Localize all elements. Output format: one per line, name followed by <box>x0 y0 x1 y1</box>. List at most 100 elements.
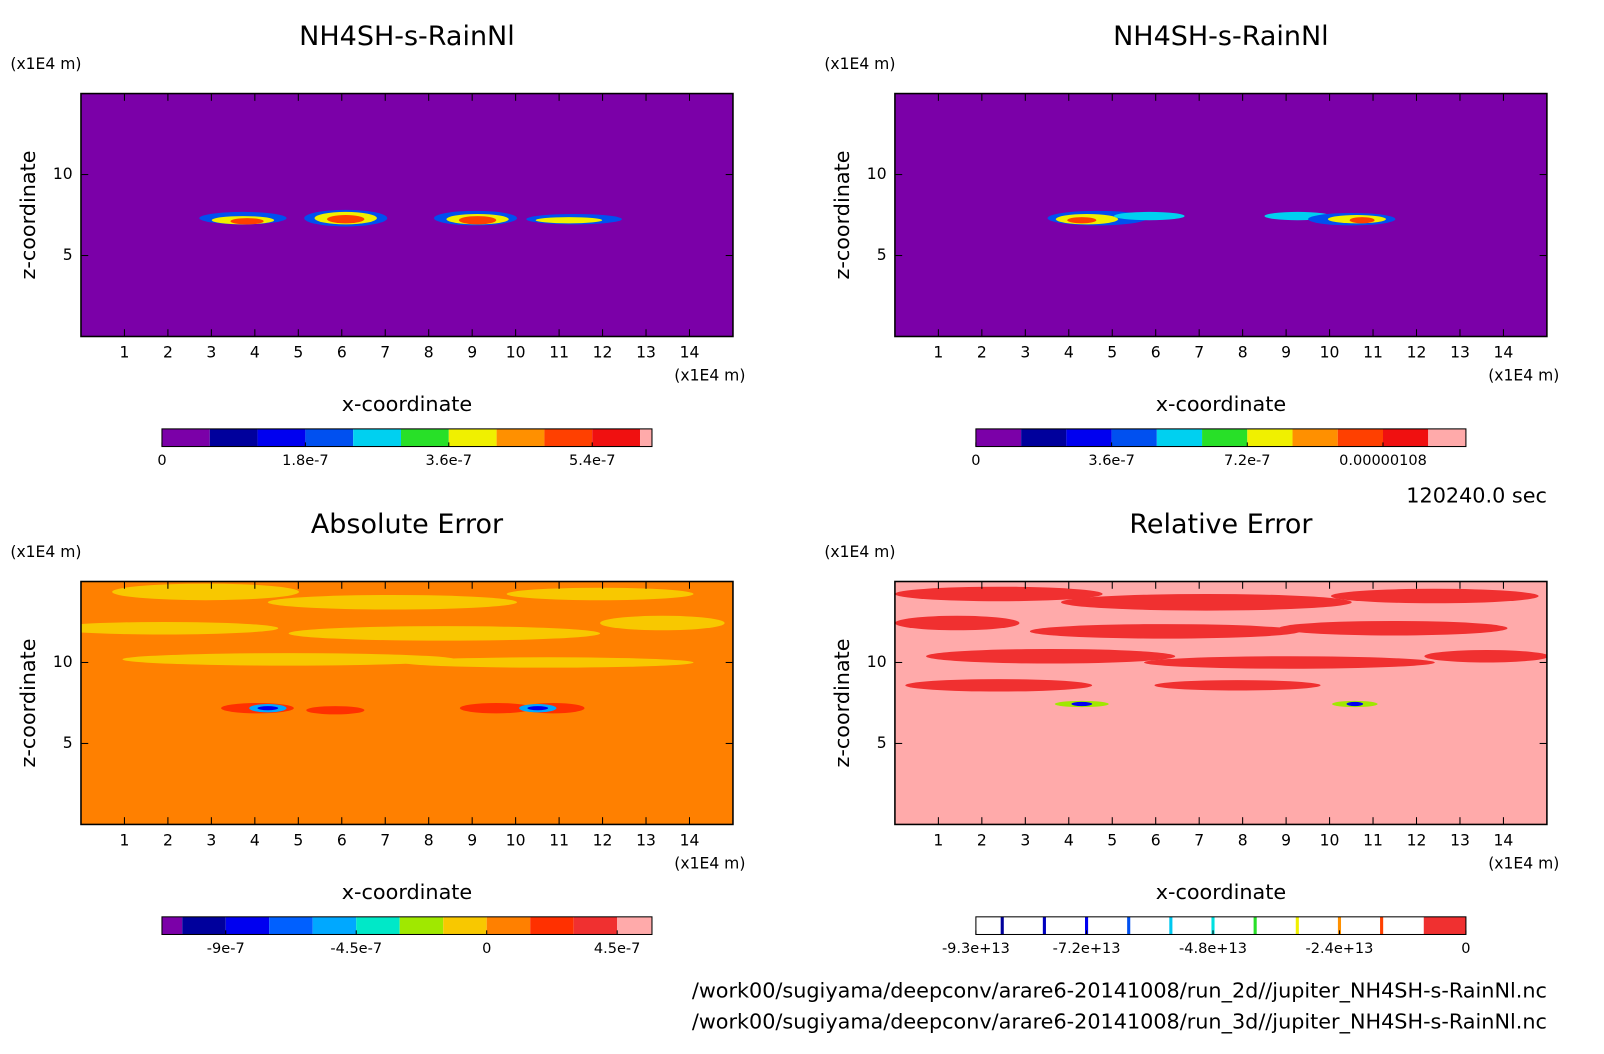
contour-region <box>1279 620 1508 636</box>
colorbar-band <box>1170 916 1214 935</box>
chart-title: Absolute Error <box>311 509 504 540</box>
file-path: /work00/sugiyama/deepconv/arare6-2014100… <box>692 979 1547 1004</box>
colorbar-band <box>1021 428 1067 447</box>
contour-region <box>905 679 1093 692</box>
y-tick-label: 5 <box>63 246 73 264</box>
x-tick-label: 11 <box>549 832 569 850</box>
colorbar-band <box>1066 428 1112 447</box>
x-tick-label: 8 <box>1238 344 1248 362</box>
x-tick-label: 5 <box>1107 344 1117 362</box>
colorbar-band <box>592 428 641 447</box>
x-tick-label: 2 <box>977 344 987 362</box>
contour-shapes <box>1047 210 1396 226</box>
colorbar-band <box>1255 916 1298 935</box>
colorbar-band <box>1111 428 1157 447</box>
colorbar-tick-label: 7.2e-7 <box>1224 453 1271 469</box>
contour-field <box>80 93 733 337</box>
x-tick-label: 5 <box>293 344 303 362</box>
colorbar-frame <box>161 428 653 448</box>
colorbar-frame <box>975 916 1467 936</box>
colorbar-tick-label: 3.6e-7 <box>426 453 473 469</box>
colorbar-band <box>161 428 210 447</box>
x-tick-label: 11 <box>1363 344 1383 362</box>
x-tick-label: 7 <box>1194 344 1204 362</box>
x-tick-label: 7 <box>1194 832 1204 850</box>
x-tick-label: 14 <box>680 832 700 850</box>
colorbar-tick-label: -9.3e+13 <box>942 941 1010 957</box>
colorbar-band <box>1297 916 1340 935</box>
x-tick-label: 3 <box>206 832 216 850</box>
colorbar-band <box>975 428 1022 447</box>
time-label: 120240.0 sec <box>1406 483 1547 507</box>
x-tick-label: 2 <box>977 832 987 850</box>
x-tick-label: 13 <box>1450 832 1470 850</box>
contour-region <box>327 215 365 224</box>
colorbar-band <box>1428 428 1466 447</box>
y-unit: (x1E4 m) <box>824 55 895 73</box>
contour-region <box>894 586 1103 602</box>
colorbar-tick-label: 4.5e-7 <box>594 941 641 957</box>
contour-region <box>1061 593 1352 611</box>
x-tick-label: 3 <box>206 344 216 362</box>
colorbar-tick-label: -4.5e-7 <box>330 941 382 957</box>
contour-region <box>1144 656 1435 669</box>
x-tick-label: 8 <box>424 832 434 850</box>
contour-region <box>926 648 1176 664</box>
x-tick-label: 6 <box>1151 344 1161 362</box>
colorbar-band <box>1337 428 1383 447</box>
colorbar-band <box>544 428 593 447</box>
x-tick-label: 2 <box>163 344 173 362</box>
colorbar-band <box>1128 916 1171 935</box>
colorbar-band <box>312 916 357 935</box>
colorbar-tick-label: 5.4e-7 <box>569 453 616 469</box>
y-tick-label: 5 <box>877 734 887 752</box>
contour-region <box>230 218 264 225</box>
x-tick-label: 10 <box>506 832 526 850</box>
y-tick-label: 10 <box>867 653 887 671</box>
colorbar-band <box>573 916 618 935</box>
contour-region <box>458 216 497 225</box>
contour-region <box>527 706 549 711</box>
y-unit: (x1E4 m) <box>10 55 81 73</box>
x-unit: (x1E4 m) <box>1488 854 1559 872</box>
x-tick-label: 2 <box>163 832 173 850</box>
x-tick-label: 6 <box>337 832 347 850</box>
colorbar-band <box>640 428 652 447</box>
colorbar-tick-label: 0 <box>482 941 491 957</box>
colorbar-tick-label: -9e-7 <box>207 941 245 957</box>
x-axis-label: x-coordinate <box>1156 392 1286 416</box>
colorbar-band <box>530 916 574 935</box>
x-axis-label: x-coordinate <box>1156 880 1286 904</box>
contour-region <box>506 587 694 601</box>
colorbar-band <box>305 428 354 447</box>
x-tick-label: 10 <box>506 344 526 362</box>
y-axis-label: z-coordinate <box>830 150 854 279</box>
colorbar-band <box>1423 916 1466 935</box>
contour-region <box>535 217 603 224</box>
x-tick-label: 9 <box>467 832 477 850</box>
contour-shapes <box>894 586 1547 708</box>
colorbar-band <box>1247 428 1293 447</box>
contour-region <box>1424 650 1547 663</box>
plot-frame <box>80 92 734 338</box>
colorbar-tick-label: 0 <box>1461 941 1470 957</box>
x-tick-label: 10 <box>1320 344 1340 362</box>
x-tick-label: 12 <box>593 832 613 850</box>
y-axis-label: z-coordinate <box>16 638 40 767</box>
colorbar-band <box>975 916 1003 935</box>
colorbar-band <box>1202 428 1248 447</box>
colorbar-band <box>1156 428 1203 447</box>
contour-region <box>112 583 299 601</box>
colorbar-band <box>1213 916 1256 935</box>
colorbar-band <box>486 916 531 935</box>
colorbar-tick-label: 0 <box>157 453 166 469</box>
contour-region <box>288 626 601 641</box>
y-tick-label: 10 <box>53 165 73 183</box>
colorbar-tick-label: -4.8e+13 <box>1179 941 1247 957</box>
y-unit: (x1E4 m) <box>824 543 895 561</box>
y-tick-label: 10 <box>867 165 887 183</box>
colorbar-tick-label: 3.6e-7 <box>1088 453 1134 469</box>
colorbar-band <box>353 428 401 447</box>
colorbar-band <box>1086 916 1129 935</box>
